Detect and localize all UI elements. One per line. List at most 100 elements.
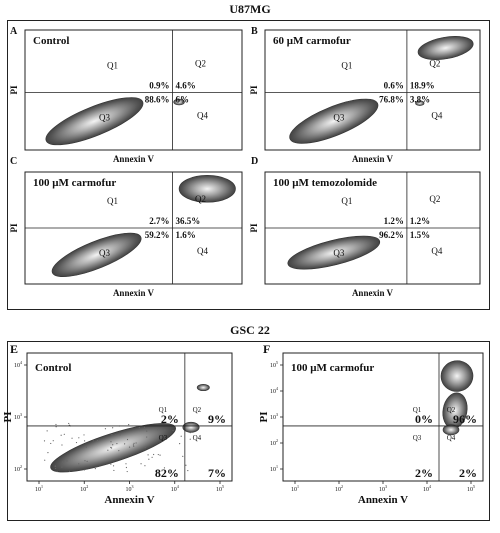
quadrant-label-q3: Q3: [99, 112, 110, 122]
quadrant-label-q1: Q1: [341, 196, 352, 206]
x-axis-label: Annexin V: [352, 154, 394, 164]
quadrant-label-q3: Q3: [333, 248, 344, 258]
quadrant-percent-q3: 82%: [155, 466, 179, 480]
quadrant-percent-q2: 4.6%: [176, 80, 196, 90]
quadrant-percent-q2: 18.9%: [410, 80, 435, 90]
event-dot: [159, 454, 161, 456]
plot-panel-d: D 100 μM temozolomide Q1 Q2 Q3 Q4 1.2% 1.2% 96.2…: [249, 156, 481, 298]
x-axis-label: Annexin V: [113, 154, 155, 164]
plot-panel-c: C 100 μM carmofur Q1 Q2 Q3 Q4 2.7% 36.5% 59.2% 1.…: [9, 156, 243, 298]
quadrant-label-q3: Q3: [99, 248, 110, 258]
quadrant-label-q2: Q2: [429, 58, 440, 68]
x-tick-label: 102: [335, 484, 343, 493]
quadrant-label-q2: Q2: [195, 58, 206, 68]
event-dot: [182, 455, 184, 457]
panel-letter: B: [251, 26, 258, 37]
event-dot: [44, 459, 46, 461]
x-tick-label: 104: [171, 484, 179, 493]
panel-title: 100 μM temozolomide: [273, 177, 377, 189]
panel-letter: A: [10, 26, 18, 37]
quadrant-percent-q1: 0%: [415, 412, 433, 426]
event-dot: [50, 442, 52, 445]
x-tick-label: 102: [80, 484, 88, 493]
event-dot: [71, 437, 73, 439]
x-tick-label: 101: [35, 484, 43, 493]
quadrant-label-q3: Q3: [333, 112, 344, 122]
gsc22-figure-frame: [7, 341, 490, 521]
quadrant-percent-q4: 1.5%: [410, 230, 430, 240]
plot-panel-f: F 100 μM carmofur Q1 Q2 Q3 Q4 0% 96% 2% 2% Annexin…: [258, 342, 484, 506]
event-dot: [47, 452, 49, 454]
event-dot: [83, 440, 86, 442]
event-dot: [115, 434, 117, 436]
event-dot: [185, 464, 187, 466]
quadrant-label-q4: Q4: [447, 434, 456, 442]
section-title-gsc22: GSC 22: [230, 323, 270, 337]
event-dot: [66, 460, 68, 462]
event-dot: [55, 467, 57, 470]
x-tick-label: 105: [467, 484, 475, 493]
event-dot: [56, 470, 58, 473]
event-dot: [83, 469, 86, 471]
density-population: [173, 98, 185, 106]
density-population: [440, 360, 474, 392]
panel-title: 100 μM carmofur: [33, 177, 116, 189]
event-dot: [146, 436, 148, 438]
event-dot: [143, 426, 146, 428]
quadrant-percent-q4: 7%: [208, 466, 226, 480]
x-tick-label: 103: [379, 484, 387, 493]
quadrant-percent-q3: 88.6%: [145, 94, 170, 104]
y-tick-label: 102: [14, 464, 22, 473]
quadrant-label-q4: Q4: [193, 434, 202, 442]
quadrant-percent-q2: 9%: [208, 412, 226, 426]
event-dot: [118, 450, 120, 452]
event-dot: [111, 434, 113, 436]
density-population: [289, 98, 379, 144]
plot-panel-b: B 60 μM carmofur Q1 Q2 Q3 Q4 0.6% 18.9% 76.8% 3.8…: [249, 26, 481, 164]
event-dot: [179, 443, 181, 445]
y-axis-label: PI: [9, 223, 19, 232]
event-dot: [119, 434, 121, 436]
density-population: [50, 423, 176, 473]
event-dot: [125, 466, 128, 469]
quadrant-percent-q4: 2%: [459, 466, 477, 480]
event-dot: [125, 463, 127, 465]
event-dot: [174, 469, 176, 472]
event-dot: [43, 440, 46, 442]
x-axis-label: Annexin V: [352, 288, 394, 298]
event-dot: [133, 445, 135, 447]
panel-letter: D: [251, 156, 258, 167]
event-dot: [151, 456, 153, 458]
quadrant-label-q2: Q2: [193, 406, 202, 414]
event-dot: [92, 440, 94, 442]
quadrant-percent-q3: 59.2%: [145, 230, 170, 240]
event-dot: [157, 429, 159, 431]
quadrant-percent-q4: 3.8%: [410, 94, 430, 104]
event-dot: [126, 470, 128, 473]
quadrant-percent-q2: 96%: [453, 412, 477, 426]
quadrant-label-q2: Q2: [429, 194, 440, 204]
quadrant-percent-q2: 1.2%: [410, 216, 430, 226]
event-dot: [61, 444, 63, 446]
event-dot: [138, 427, 140, 429]
event-dot: [62, 461, 64, 463]
y-axis-label: PI: [258, 412, 270, 423]
event-dot: [52, 440, 54, 442]
x-axis-label: Annexin V: [113, 288, 155, 298]
event-dot: [68, 422, 70, 425]
event-dot: [148, 458, 150, 460]
event-dot: [86, 460, 88, 463]
x-tick-label: 101: [291, 484, 299, 493]
event-dot: [110, 441, 112, 443]
event-dot: [126, 438, 129, 441]
quadrant-percent-q2: 36.5%: [176, 216, 201, 226]
quadrant-label-q1: Q1: [341, 60, 352, 70]
event-dot: [112, 427, 114, 429]
event-dot: [116, 442, 118, 445]
event-dot: [157, 453, 159, 456]
quadrant-percent-q1: 2%: [161, 412, 179, 426]
plot-panel-a: A Control Q1 Q2 Q3 Q4 0.9% 4.6% 88.6% 6% Annexin V…: [9, 26, 243, 164]
panel-title: 60 μM carmofur: [273, 35, 351, 47]
quadrant-percent-q3: 76.8%: [379, 94, 404, 104]
event-dot: [189, 438, 191, 440]
